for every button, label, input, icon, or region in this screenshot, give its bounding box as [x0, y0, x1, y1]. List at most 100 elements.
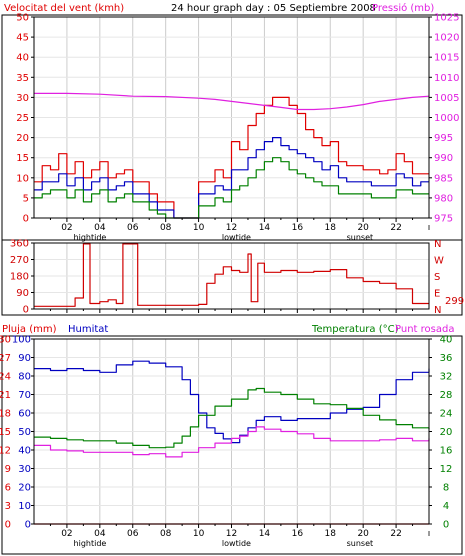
- x-marker-label: hightide: [74, 539, 107, 548]
- x-tick-label: 14: [259, 529, 271, 539]
- rain-y-tick-label: 30: [0, 335, 11, 346]
- x-tick-label: 08: [160, 529, 172, 539]
- pressure-y-tick-label: 1015: [434, 53, 459, 64]
- wind-y-tick-label: 30: [16, 93, 29, 104]
- humidity-y-tick-label: 0: [25, 520, 31, 531]
- x-tick-label: 04: [94, 223, 106, 233]
- x-tick-label: 10: [193, 223, 205, 233]
- temperature-y-tick-label: 40: [440, 335, 453, 346]
- temperature-y-tick-label: 32: [440, 372, 453, 383]
- temperature-y-tick-label: 36: [440, 353, 453, 364]
- humidity-y-tick-label: 50: [18, 427, 31, 438]
- rain-y-tick-label: 24: [0, 372, 11, 383]
- direction-y-tick-label: 270: [10, 255, 29, 266]
- temperature-y-tick-label: 0: [443, 520, 449, 531]
- temperature-y-tick-label: 4: [443, 501, 449, 512]
- humidity-y-tick-label: 70: [18, 390, 31, 401]
- rain-y-tick-label: 15: [0, 427, 11, 438]
- humidity-y-tick-label: 20: [18, 483, 31, 494]
- temperature-y-tick-label: 24: [440, 409, 453, 420]
- wind-y-tick-label: 10: [16, 173, 29, 184]
- humidity-y-tick-label: 90: [18, 353, 31, 364]
- x-tick-label: 06: [127, 223, 139, 233]
- humidity-axis-title: Humitat: [68, 324, 108, 335]
- x-tick-label: 12: [226, 223, 237, 233]
- x-tick-label: 16: [292, 529, 304, 539]
- x-tick-label: 16: [292, 223, 304, 233]
- temperature-y-tick-label: 8: [443, 483, 449, 494]
- direction-y-tick-label: 0: [23, 305, 29, 316]
- x-marker-label: sunset: [347, 233, 374, 242]
- pressure-y-tick-label: 985: [434, 173, 453, 184]
- x-tick-label-end: ı: [428, 529, 431, 539]
- temperature-y-tick-label: 28: [440, 390, 453, 401]
- x-tick-label: 20: [357, 529, 369, 539]
- pressure-y-tick-label: 1005: [434, 93, 459, 104]
- temperature-axis-title: Temperatura (°C): [311, 324, 399, 335]
- compass-label: W: [434, 256, 444, 267]
- panel-2-box: [1, 239, 463, 316]
- rain-y-tick-label: 18: [0, 409, 11, 420]
- rain-y-tick-label: 3: [5, 501, 11, 512]
- x-tick-label: 14: [259, 223, 271, 233]
- humidity-y-tick-label: 80: [18, 372, 31, 383]
- pressure-y-tick-label: 1000: [434, 113, 459, 124]
- wind-y-tick-label: 20: [16, 133, 29, 144]
- pressure-y-tick-label: 995: [434, 133, 453, 144]
- pressure-y-tick-label: 1010: [434, 73, 459, 84]
- x-tick-label: 18: [325, 529, 337, 539]
- wind-axis-title: Velocitat del vent (kmh): [4, 3, 124, 14]
- humidity-y-tick-label: 60: [18, 409, 31, 420]
- x-tick-label: 22: [390, 529, 401, 539]
- wind-y-tick-label: 45: [16, 33, 29, 44]
- x-tick-label: 10: [193, 529, 205, 539]
- rain-y-tick-label: 6: [5, 483, 11, 494]
- pressure-y-tick-label: 975: [434, 214, 453, 225]
- series-wind_avg-line: [34, 137, 429, 219]
- compass-label: S: [434, 272, 440, 283]
- pressure-y-tick-label: 1020: [434, 33, 459, 44]
- compass-label: N: [434, 305, 441, 316]
- temperature-y-tick-label: 16: [440, 446, 453, 457]
- rain-axis-title: Pluja (mm): [2, 324, 57, 335]
- direction-current-value: 299: [445, 296, 464, 307]
- series-dewpoint-line: [34, 426, 430, 458]
- rain-y-tick-label: 0: [5, 520, 11, 531]
- wind-y-tick-label: 40: [16, 53, 29, 64]
- compass-label: E: [434, 289, 440, 300]
- humidity-y-tick-label: 30: [18, 464, 31, 475]
- dewpoint-axis-title: Punt rosada: [395, 324, 454, 335]
- temperature-y-tick-label: 12: [440, 464, 453, 475]
- rain-y-tick-label: 21: [0, 390, 11, 401]
- series-direction-line: [34, 243, 429, 307]
- rain-y-tick-label: 27: [0, 353, 11, 364]
- grid-layer: [34, 17, 429, 524]
- pressure-y-tick-label: 980: [434, 193, 453, 204]
- humidity-y-tick-label: 10: [18, 501, 31, 512]
- x-tick-label: 08: [160, 223, 172, 233]
- series-temperature-line: [34, 387, 430, 449]
- wind-y-tick-label: 5: [23, 193, 29, 204]
- pressure-y-tick-label: 990: [434, 153, 453, 164]
- humidity-y-tick-label: 40: [18, 446, 31, 457]
- direction-y-tick-label: 360: [10, 239, 29, 250]
- x-tick-label: 12: [226, 529, 237, 539]
- x-tick-label: 22: [390, 223, 401, 233]
- x-tick-label: 04: [94, 529, 106, 539]
- rain-y-tick-label: 9: [5, 464, 11, 475]
- wind-y-tick-label: 25: [16, 113, 29, 124]
- direction-y-tick-label: 180: [10, 272, 29, 283]
- rain-y-tick-label: 12: [0, 446, 11, 457]
- wind-y-tick-label: 50: [16, 13, 29, 24]
- series-pressure-line: [34, 92, 430, 111]
- x-tick-label: 18: [325, 223, 337, 233]
- wind-y-tick-label: 35: [16, 73, 29, 84]
- series-wind_min-line: [34, 157, 429, 219]
- temperature-y-tick-label: 20: [440, 427, 453, 438]
- x-tick-label: 06: [127, 529, 139, 539]
- compass-label: N: [434, 239, 441, 250]
- panel-3-box: [1, 335, 463, 555]
- x-tick-label: 20: [357, 223, 369, 233]
